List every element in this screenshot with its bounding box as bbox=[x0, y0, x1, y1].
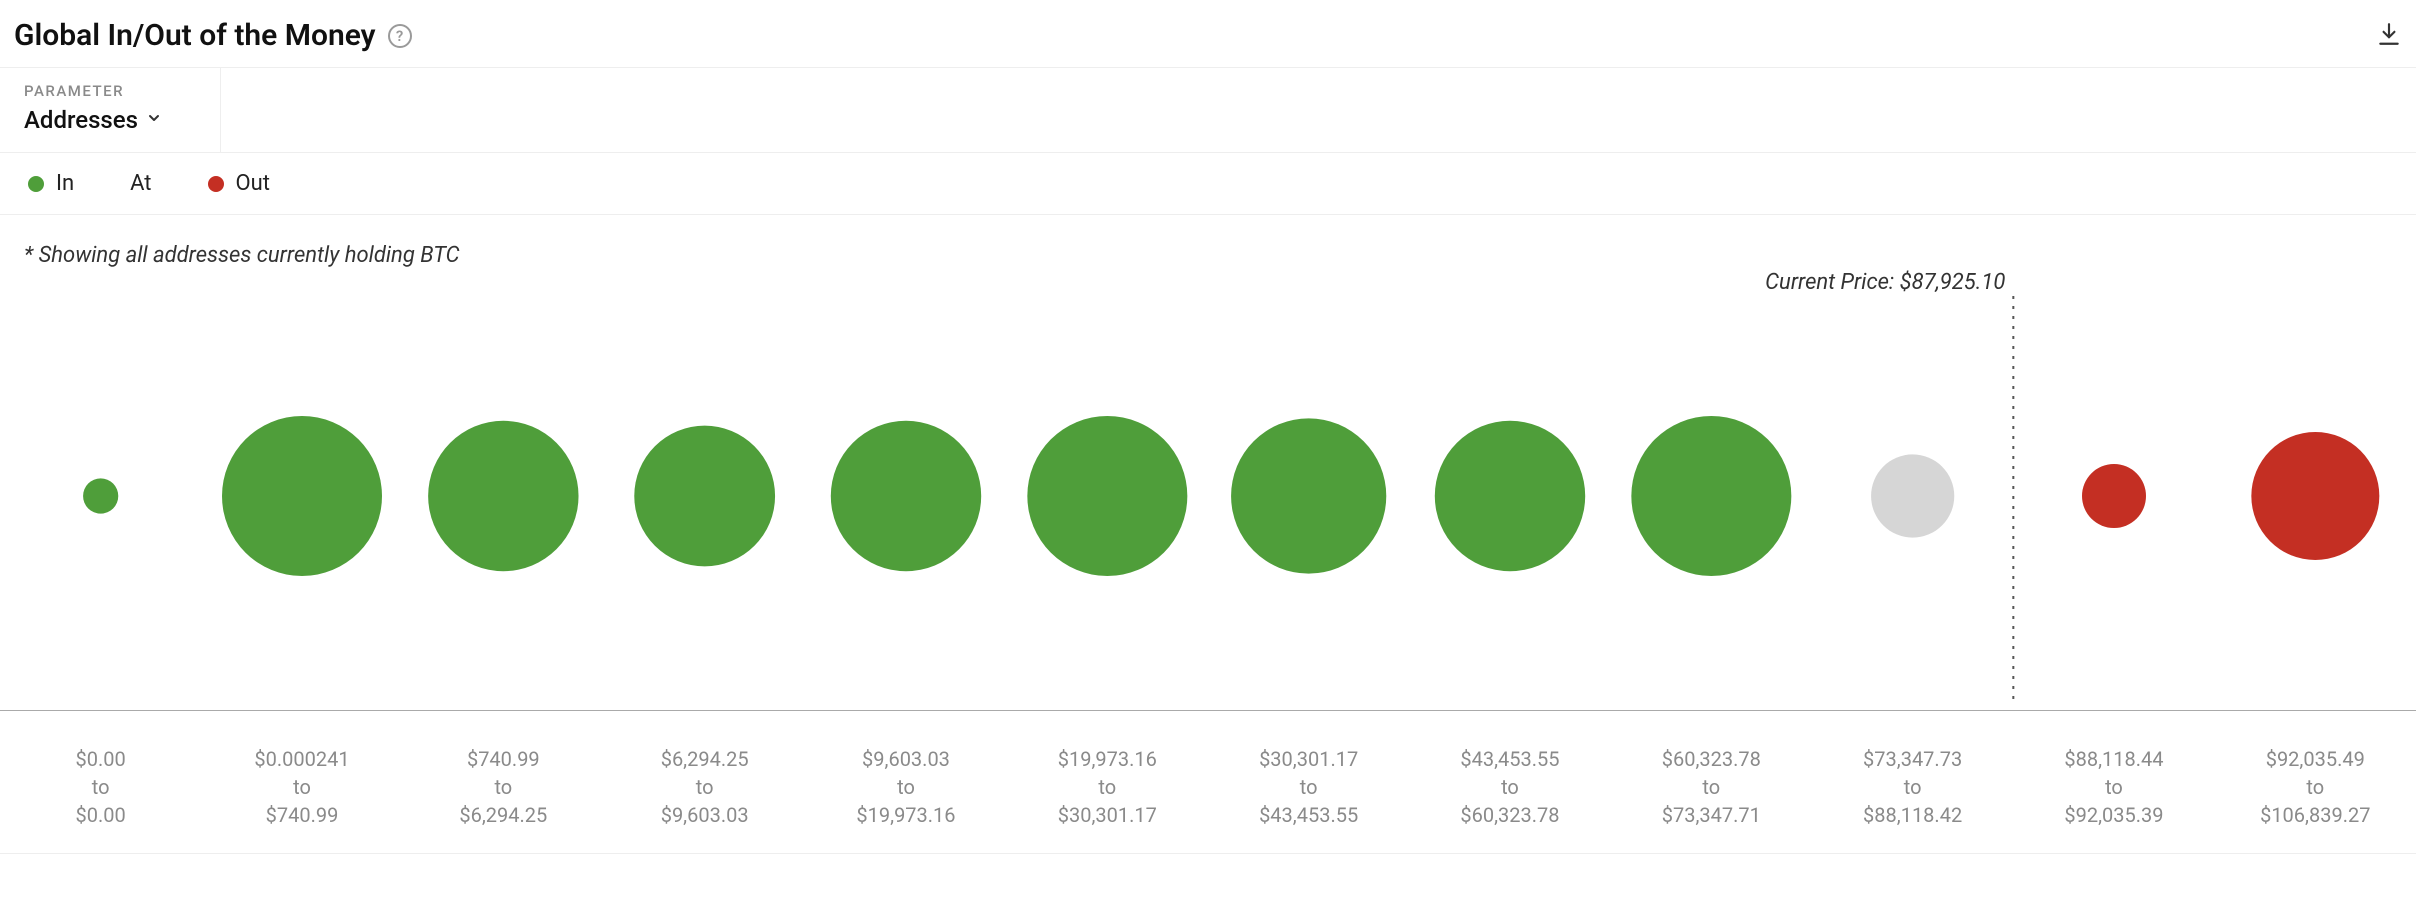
axis-label: $30,301.17to$43,453.55 bbox=[1208, 745, 1409, 829]
axis-label: $73,347.73to$88,118.42 bbox=[1812, 745, 2013, 829]
axis-label: $0.00to$0.00 bbox=[0, 745, 201, 829]
parameter-label: PARAMETER bbox=[24, 82, 2392, 100]
axis-label: $92,035.49to$106,839.27 bbox=[2215, 745, 2416, 829]
axis-label: $88,118.44to$92,035.39 bbox=[2013, 745, 2214, 829]
chart-card: Global In/Out of the Money ? PARAMETER A… bbox=[0, 0, 2416, 854]
legend-label: At bbox=[130, 171, 151, 196]
bubble[interactable] bbox=[83, 478, 118, 513]
legend-row: In At Out bbox=[0, 153, 2416, 215]
bubble[interactable] bbox=[428, 421, 578, 571]
axis-label: $0.000241to$740.99 bbox=[201, 745, 402, 829]
parameter-dropdown[interactable]: Addresses bbox=[24, 106, 162, 134]
parameter-value: Addresses bbox=[24, 106, 138, 134]
chart-note: * Showing all addresses currently holdin… bbox=[0, 215, 2416, 276]
bubble[interactable] bbox=[1871, 454, 1954, 537]
title-wrap: Global In/Out of the Money ? bbox=[14, 18, 412, 53]
legend-label: Out bbox=[236, 171, 270, 196]
bubble[interactable] bbox=[222, 416, 382, 576]
axis-label: $60,323.78to$73,347.71 bbox=[1611, 745, 1812, 829]
current-price-label: Current Price: $87,925.10 bbox=[1765, 270, 2005, 295]
chevron-down-icon bbox=[146, 110, 162, 130]
bubble[interactable] bbox=[1631, 416, 1791, 576]
page-title: Global In/Out of the Money bbox=[14, 18, 376, 53]
bubble[interactable] bbox=[2082, 464, 2146, 528]
legend-label: In bbox=[56, 171, 74, 196]
bubble-chart-svg bbox=[0, 276, 2416, 706]
axis-label: $19,973.16to$30,301.17 bbox=[1007, 745, 1208, 829]
bubble[interactable] bbox=[1435, 421, 1585, 571]
header-row: Global In/Out of the Money ? bbox=[0, 0, 2416, 67]
legend-dot-icon bbox=[208, 176, 224, 192]
bubble[interactable] bbox=[1231, 418, 1386, 573]
parameter-row: PARAMETER Addresses bbox=[0, 67, 2416, 153]
bubble[interactable] bbox=[634, 426, 775, 567]
legend-dot-icon bbox=[28, 176, 44, 192]
axis-label: $6,294.25to$9,603.03 bbox=[604, 745, 805, 829]
chart-area: Current Price: $87,925.10 $0.00to$0.00$0… bbox=[0, 276, 2416, 854]
legend-item-at[interactable]: At bbox=[130, 171, 151, 196]
legend-item-out[interactable]: Out bbox=[208, 171, 270, 196]
axis-label: $43,453.55to$60,323.78 bbox=[1409, 745, 1610, 829]
legend-item-in[interactable]: In bbox=[28, 171, 74, 196]
bubble[interactable] bbox=[1027, 416, 1187, 576]
bubble[interactable] bbox=[2251, 432, 2379, 560]
axis-label: $9,603.03to$19,973.16 bbox=[805, 745, 1006, 829]
x-axis-labels: $0.00to$0.00$0.000241to$740.99$740.99to$… bbox=[0, 710, 2416, 854]
axis-label: $740.99to$6,294.25 bbox=[403, 745, 604, 829]
download-icon[interactable] bbox=[2376, 21, 2402, 51]
bubble[interactable] bbox=[831, 421, 981, 571]
help-icon[interactable]: ? bbox=[388, 24, 412, 48]
